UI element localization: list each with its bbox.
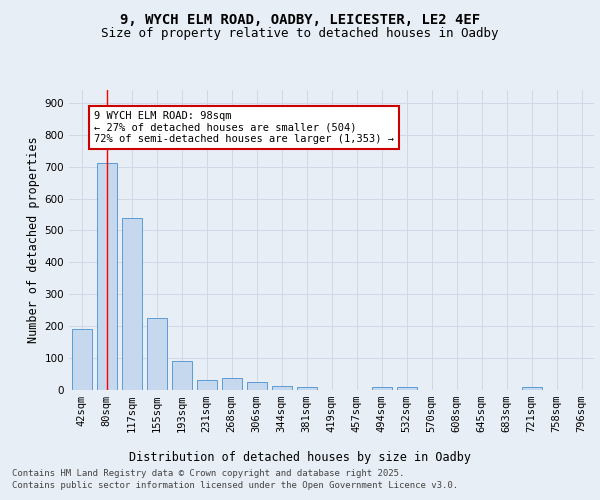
Bar [197,380,217,390]
Bar [397,388,416,390]
Text: Size of property relative to detached houses in Oadby: Size of property relative to detached ho… [101,28,499,40]
Text: Distribution of detached houses by size in Oadby: Distribution of detached houses by size … [129,451,471,464]
Bar [221,378,241,390]
Text: Contains public sector information licensed under the Open Government Licence v3: Contains public sector information licen… [12,481,458,490]
Bar [146,318,167,390]
Bar [97,164,116,390]
Bar [271,386,292,390]
Bar [521,387,542,390]
Bar [371,388,392,390]
Bar [247,382,266,390]
Bar [71,330,91,390]
Bar [296,387,317,390]
Bar [172,362,191,390]
Text: 9, WYCH ELM ROAD, OADBY, LEICESTER, LE2 4EF: 9, WYCH ELM ROAD, OADBY, LEICESTER, LE2 … [120,12,480,26]
Bar [121,218,142,390]
Text: Contains HM Land Registry data © Crown copyright and database right 2025.: Contains HM Land Registry data © Crown c… [12,468,404,477]
Text: 9 WYCH ELM ROAD: 98sqm
← 27% of detached houses are smaller (504)
72% of semi-de: 9 WYCH ELM ROAD: 98sqm ← 27% of detached… [94,110,394,144]
Y-axis label: Number of detached properties: Number of detached properties [28,136,40,344]
